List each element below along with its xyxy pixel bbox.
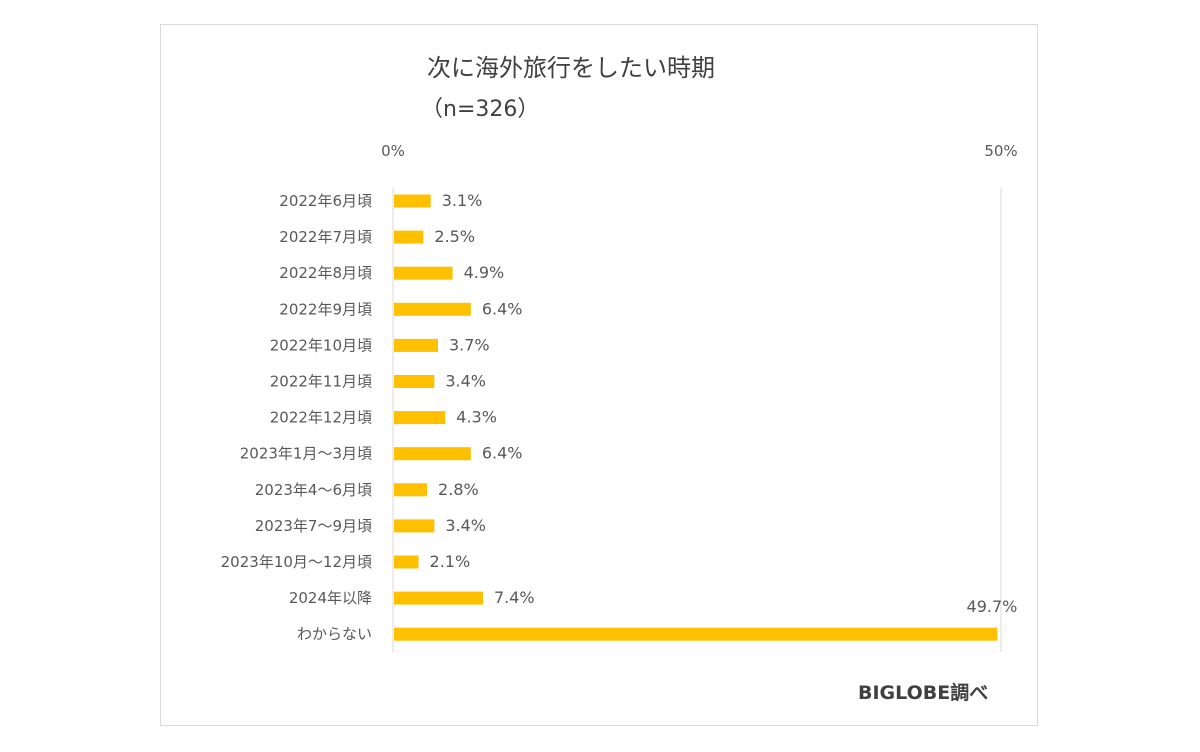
data-label: 3.4% [445,516,486,535]
category-label: 2022年8月頃 [279,264,372,282]
chart-subtitle: （n=326） [421,97,540,122]
data-label: 6.4% [482,444,523,463]
category-label: 2023年10月～12月頃 [221,553,372,571]
x-tick-label: 50% [984,142,1017,160]
chart-frame [160,24,1038,726]
category-label: 2024年以降 [289,589,372,607]
bar [394,483,428,497]
x-tick-label: 0% [381,142,405,160]
data-label: 3.1% [442,191,483,210]
data-label: 3.7% [449,335,490,354]
category-label: 2022年11月頃 [270,373,372,391]
data-label: 4.9% [464,263,505,282]
chart-title: 次に海外旅行をしたい時期 [427,54,715,82]
category-label: 2022年10月頃 [270,336,372,354]
category-label: わからない [297,625,372,643]
bar [394,627,998,641]
data-label: 2.1% [430,552,471,571]
category-label: 2022年9月頃 [279,300,372,318]
data-label: 6.4% [482,299,523,318]
bar [394,519,435,533]
bar [394,411,446,425]
source-credit: BIGLOBE調べ [858,682,989,704]
data-label: 49.7% [967,597,1018,616]
category-label: 2022年7月頃 [279,228,372,246]
bar [394,338,438,352]
bar [394,591,483,605]
data-label: 4.3% [456,408,497,427]
category-label: 2023年7～9月頃 [255,517,372,535]
data-label: 7.4% [494,588,535,607]
bar [394,302,471,316]
data-label: 2.5% [434,227,475,246]
bar [394,447,471,461]
data-label: 2.8% [438,480,479,499]
category-label: 2022年12月頃 [270,409,372,427]
bar [394,230,424,244]
bar [394,555,419,569]
category-label: 2022年6月頃 [279,192,372,210]
category-label: 2023年1月～3月頃 [240,445,372,463]
bar [394,266,453,280]
category-label: 2023年4～6月頃 [255,481,372,499]
data-label: 3.4% [445,372,486,391]
bar [394,194,431,208]
bar [394,375,435,388]
